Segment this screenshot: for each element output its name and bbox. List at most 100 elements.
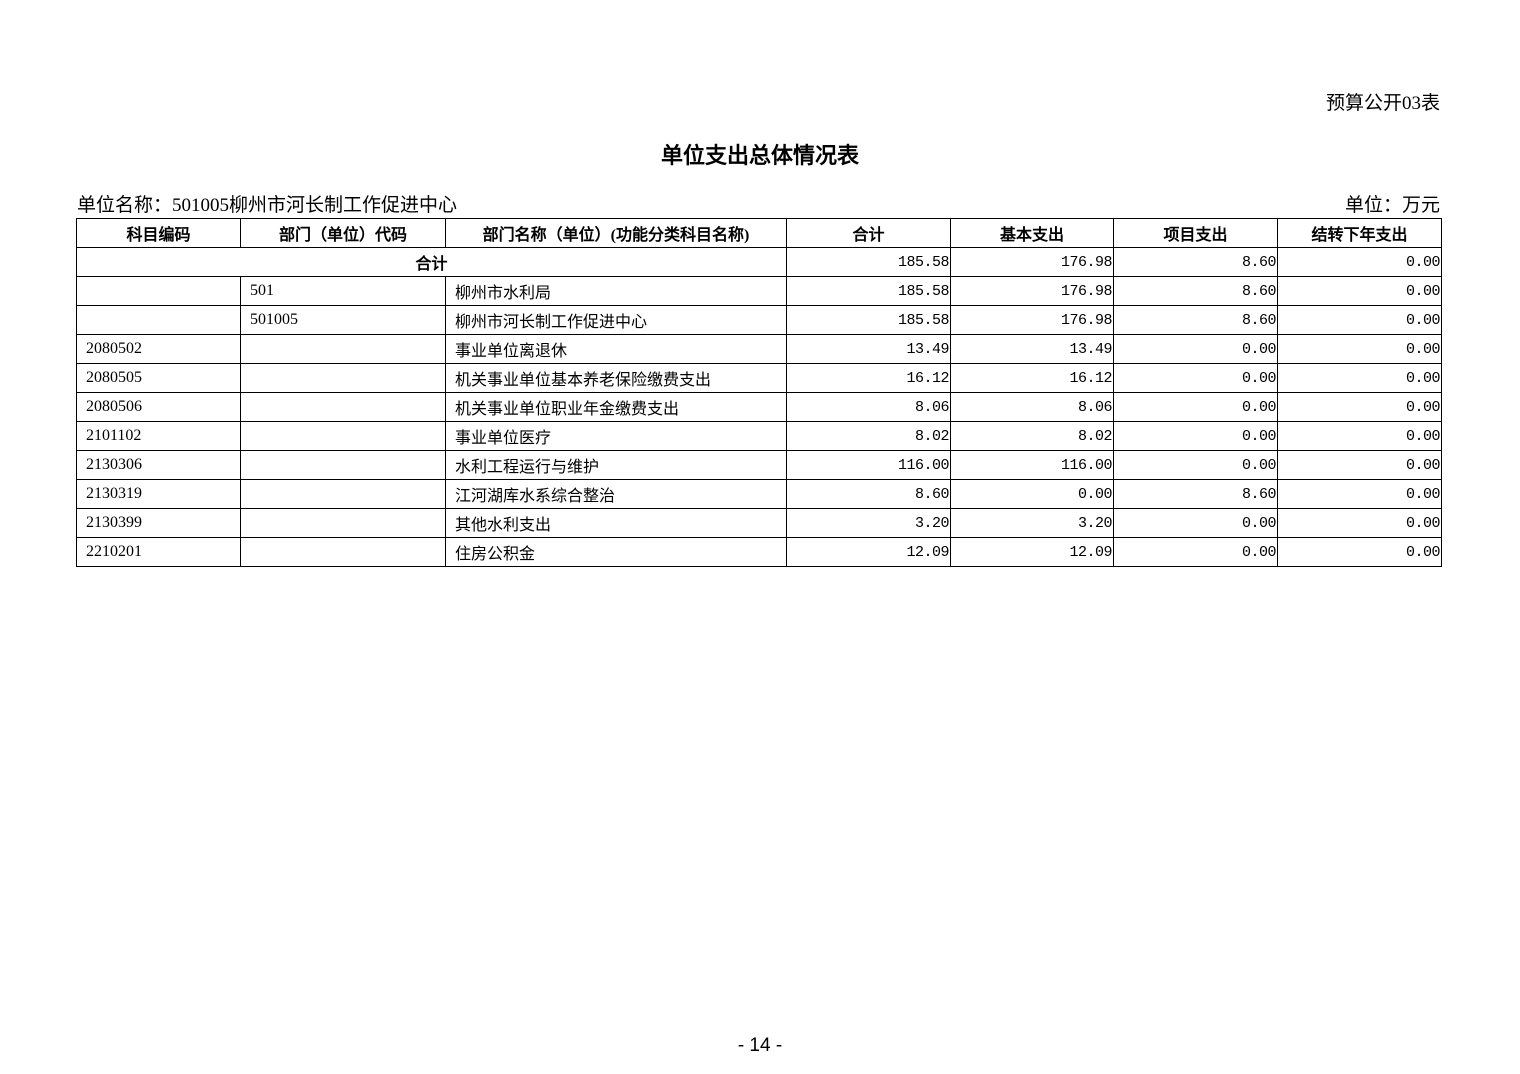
table-cell: 13.49 [786,334,951,364]
table-cell: 176.98 [950,276,1114,306]
table-cell [76,276,241,306]
table-cell: 185.58 [786,276,951,306]
table-row: 2080502 事业单位离退休 13.49 13.49 0.00 0.00 [76,334,1442,364]
table-row: 2130319 江河湖库水系综合整治 8.60 0.00 8.60 0.00 [76,479,1442,509]
table-cell: 2130319 [76,479,241,509]
table-cell: 501 [240,276,446,306]
table-row: 2080505 机关事业单位基本养老保险缴费支出 16.12 16.12 0.00 0.0… [76,363,1442,393]
table-cell: 0.00 [1113,537,1278,567]
table-cell: 0.00 [1113,450,1278,480]
table-cell: 0.00 [1277,450,1442,480]
total-value: 185.58 [786,247,951,277]
table-cell: 8.60 [1113,276,1278,306]
table-cell: 2080502 [76,334,241,364]
table-row: 2130306 水利工程运行与维护 116.00 116.00 0.00 0.00 [76,450,1442,480]
table-cell: 柳州市水利局 [445,276,787,306]
table-cell: 501005 [240,305,446,335]
total-label: 合计 [76,247,787,277]
table-cell: 8.06 [950,392,1114,422]
table-cell: 0.00 [1113,392,1278,422]
table-cell: 16.12 [786,363,951,393]
table-cell: 116.00 [950,450,1114,480]
table-cell [76,305,241,335]
table-cell: 3.20 [786,508,951,538]
table-cell: 0.00 [1277,392,1442,422]
currency-unit: 单位：万元 [1344,195,1440,216]
table-cell: 0.00 [1113,334,1278,364]
table-cell: 0.00 [1277,334,1442,364]
table-cell [240,537,446,567]
table-cell: 0.00 [1277,537,1442,567]
column-header: 合计 [786,218,951,248]
table-cell: 水利工程运行与维护 [445,450,787,480]
table-cell: 0.00 [1277,421,1442,451]
table-row: 2130399 其他水利支出 3.20 3.20 0.00 0.00 [76,508,1442,538]
column-header: 部门（单位）代码 [240,218,446,248]
page-number: - 14 - [737,1035,783,1056]
table-cell [240,334,446,364]
table-cell [240,392,446,422]
table-cell: 8.06 [786,392,951,422]
table-cell: 柳州市河长制工作促进中心 [445,305,787,335]
table-cell: 2101102 [76,421,241,451]
table-cell: 江河湖库水系综合整治 [445,479,787,509]
table-cell [240,508,446,538]
column-header: 基本支出 [950,218,1114,248]
form-number: 预算公开03表 [1325,93,1440,114]
total-value: 0.00 [1277,247,1442,277]
table-cell: 0.00 [1113,508,1278,538]
table-cell: 机关事业单位基本养老保险缴费支出 [445,363,787,393]
table-cell: 12.09 [786,537,951,567]
total-value: 176.98 [950,247,1114,277]
table-cell: 0.00 [1113,363,1278,393]
table-cell: 16.12 [950,363,1114,393]
table-cell: 8.02 [786,421,951,451]
table-cell: 0.00 [950,479,1114,509]
table-cell [240,450,446,480]
table-cell: 2080505 [76,363,241,393]
table-cell: 0.00 [1277,305,1442,335]
table-cell: 机关事业单位职业年金缴费支出 [445,392,787,422]
column-header: 结转下年支出 [1277,218,1442,248]
total-row: 合计 185.58 176.98 8.60 0.00 [76,247,1442,277]
table-cell: 185.58 [786,305,951,335]
table-row: 2210201 住房公积金 12.09 12.09 0.00 0.00 [76,537,1442,567]
table-cell [240,421,446,451]
table-header-row: 科目编码 部门（单位）代码 部门名称（单位）(功能分类科目名称) 合计 基本支出 项目支出… [76,218,1442,248]
table-row: 501 柳州市水利局 185.58 176.98 8.60 0.00 [76,276,1442,306]
table-cell [240,363,446,393]
table-cell: 2130399 [76,508,241,538]
column-header: 科目编码 [76,218,241,248]
table-cell: 8.02 [950,421,1114,451]
table-cell: 2130306 [76,450,241,480]
table-cell [240,479,446,509]
table-cell: 116.00 [786,450,951,480]
table-cell: 176.98 [950,305,1114,335]
table-cell: 2080506 [76,392,241,422]
page-title: 单位支出总体情况表 [660,143,859,168]
table-cell: 13.49 [950,334,1114,364]
total-value: 8.60 [1113,247,1278,277]
table-cell: 8.60 [786,479,951,509]
expenditure-table: 科目编码 部门（单位）代码 部门名称（单位）(功能分类科目名称) 合计 基本支出 项目支出… [76,218,1442,567]
table-cell: 3.20 [950,508,1114,538]
table-cell: 事业单位医疗 [445,421,787,451]
table-row: 2080506 机关事业单位职业年金缴费支出 8.06 8.06 0.00 0.00 [76,392,1442,422]
table-cell: 其他水利支出 [445,508,787,538]
table-cell: 8.60 [1113,305,1278,335]
column-header: 项目支出 [1113,218,1278,248]
table-cell: 0.00 [1277,276,1442,306]
table-cell: 0.00 [1277,508,1442,538]
table-cell: 12.09 [950,537,1114,567]
table-cell: 0.00 [1277,363,1442,393]
table-row: 2101102 事业单位医疗 8.02 8.02 0.00 0.00 [76,421,1442,451]
table-cell: 0.00 [1113,421,1278,451]
unit-name: 单位名称：501005柳州市河长制工作促进中心 [77,195,458,216]
table-row: 501005 柳州市河长制工作促进中心 185.58 176.98 8.60 0.00 [76,305,1442,335]
table-cell: 住房公积金 [445,537,787,567]
column-header: 部门名称（单位）(功能分类科目名称) [445,218,787,248]
table-cell: 0.00 [1277,479,1442,509]
table-cell: 事业单位离退休 [445,334,787,364]
table-cell: 2210201 [76,537,241,567]
table-cell: 8.60 [1113,479,1278,509]
